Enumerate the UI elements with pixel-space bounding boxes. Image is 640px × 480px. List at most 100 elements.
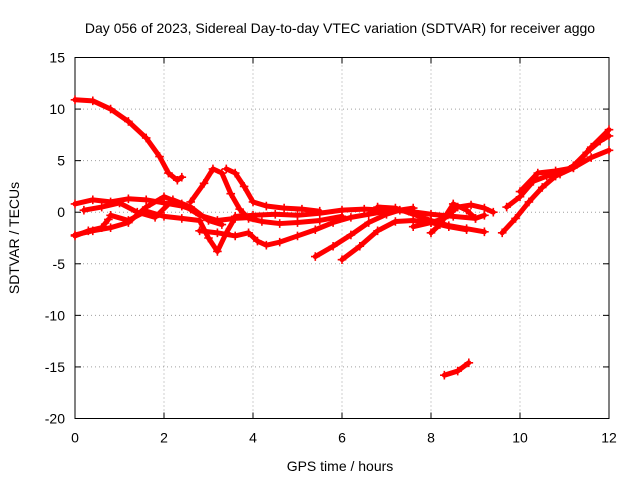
series-track-4 [79, 195, 227, 229]
data-point [230, 212, 240, 221]
data-point [248, 211, 258, 220]
data-point [97, 202, 106, 212]
y-tick-labels: -20 -15 -10 -5 0 5 10 15 [45, 50, 65, 427]
data-point [489, 207, 498, 217]
x-tick-label: 12 [601, 430, 617, 446]
data-point [141, 195, 151, 205]
data-point [346, 230, 356, 240]
y-tick-label: 15 [49, 50, 65, 66]
data-point [217, 168, 227, 178]
data-point [464, 358, 474, 368]
data-point [70, 231, 80, 241]
data-point [88, 96, 98, 106]
series-track-15 [440, 358, 474, 380]
data-point [235, 204, 244, 214]
data-point [186, 197, 195, 207]
data-point [222, 164, 231, 174]
data-point [328, 218, 338, 227]
data-point [391, 203, 400, 213]
data-point [115, 198, 124, 208]
y-tick-label: 5 [57, 153, 65, 169]
data-point [502, 202, 511, 212]
data-point [168, 195, 178, 205]
data-point [279, 203, 289, 213]
y-tick-label: -15 [45, 359, 65, 375]
data-point [524, 197, 534, 207]
series-line [499, 147, 612, 236]
series-line [441, 360, 472, 378]
data-point [173, 175, 182, 185]
data-point [257, 217, 267, 226]
data-point [569, 163, 578, 173]
series-track-1 [70, 95, 187, 185]
data-point [88, 195, 98, 205]
data-point [244, 228, 253, 238]
data-point [124, 216, 133, 225]
y-tick-label: 0 [57, 204, 65, 220]
data-point [346, 213, 356, 222]
x-tick-label: 2 [160, 430, 168, 446]
data-point [297, 204, 307, 214]
series-track-8 [195, 206, 391, 250]
y-tick-label: -20 [45, 411, 65, 427]
data-point [177, 172, 187, 182]
data-point [382, 209, 391, 219]
series-track-18 [515, 125, 614, 196]
data-point [311, 225, 320, 235]
data-point [106, 104, 115, 114]
data-point [511, 214, 520, 223]
series-track-7 [222, 164, 325, 216]
series-line [72, 97, 185, 183]
data-point [462, 205, 471, 215]
data-point [262, 201, 271, 211]
data-point [448, 199, 458, 209]
data-point [141, 206, 151, 216]
data-point [444, 221, 454, 230]
data-point [195, 216, 204, 225]
data-point [275, 219, 284, 228]
data-point [164, 168, 173, 178]
data-point [533, 168, 543, 178]
x-tick-label: 0 [71, 430, 79, 446]
data-point [480, 211, 489, 220]
x-tick-label: 10 [512, 430, 528, 446]
data-point [239, 182, 249, 191]
series-track-14 [426, 199, 489, 238]
data-point [471, 214, 480, 223]
data-point [604, 125, 614, 134]
y-tick-label: -10 [45, 307, 65, 323]
data-point [337, 205, 347, 215]
axis-ticks [74, 57, 610, 419]
data-series [70, 95, 614, 380]
data-point [253, 236, 262, 246]
data-point [328, 241, 338, 251]
data-point [537, 183, 547, 192]
data-point [230, 168, 240, 178]
data-point [248, 197, 258, 207]
data-point [70, 95, 80, 105]
y-axis-label: SDTVAR / TECUs [6, 182, 22, 294]
series-line [517, 127, 612, 195]
data-point [293, 211, 302, 220]
data-point [217, 220, 227, 229]
data-point [391, 217, 400, 226]
data-point [270, 209, 280, 219]
x-axis-label: GPS time / hours [287, 458, 394, 474]
data-point [84, 226, 93, 236]
data-point [315, 216, 325, 225]
data-point [462, 224, 471, 234]
data-point [426, 218, 436, 227]
data-point [275, 237, 284, 247]
data-point [177, 214, 187, 223]
data-point [124, 194, 133, 204]
series-line [108, 208, 238, 254]
data-point [213, 247, 222, 256]
data-point [141, 133, 151, 143]
chart-title: Day 056 of 2023, Sidereal Day-to-day VTE… [85, 20, 595, 36]
data-point [155, 152, 164, 161]
data-point [364, 209, 373, 219]
data-point [359, 204, 369, 214]
data-point [453, 366, 462, 376]
data-point [97, 223, 106, 232]
data-point [70, 199, 80, 209]
